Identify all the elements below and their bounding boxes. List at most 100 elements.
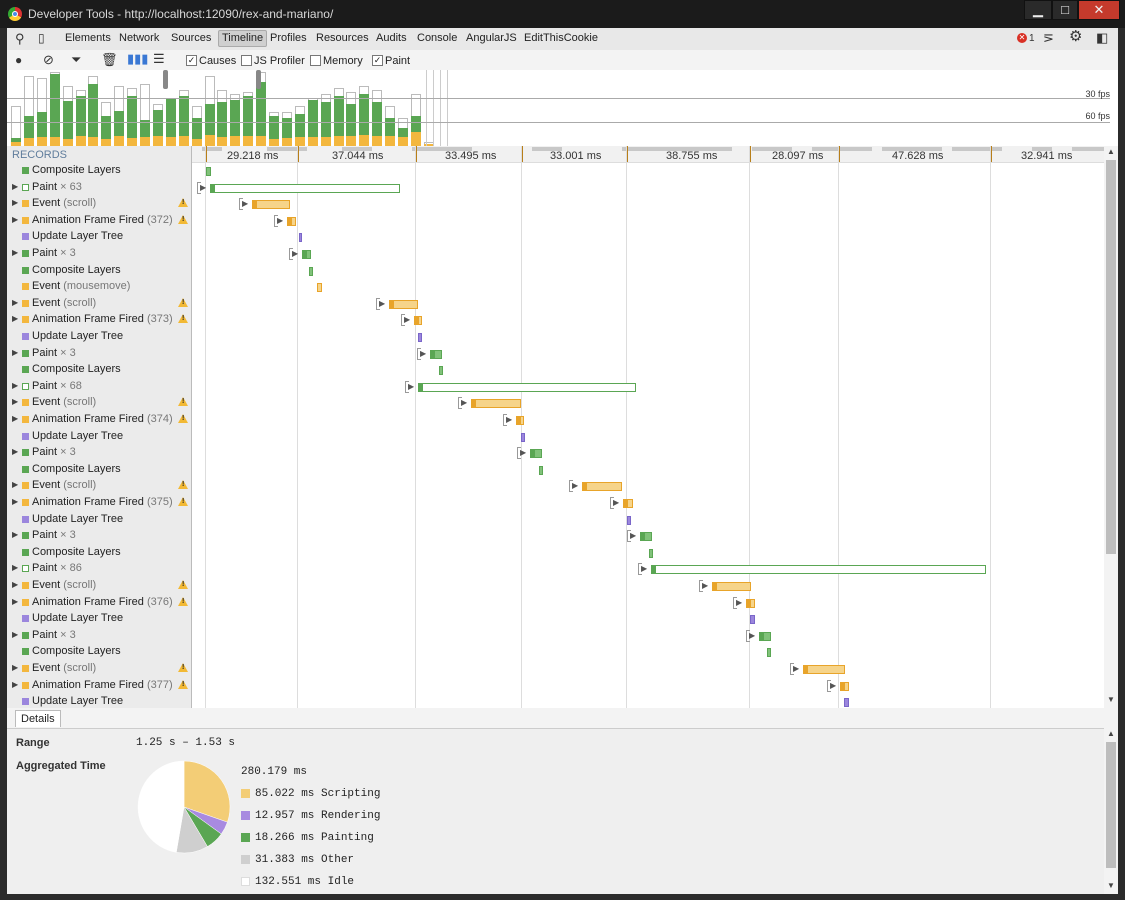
expand-triangle-icon[interactable]: ▶	[12, 480, 19, 490]
expand-arrow-icon[interactable]: ▶	[609, 497, 620, 509]
frame-bar[interactable]	[23, 70, 34, 146]
expand-triangle-icon[interactable]: ▶	[12, 497, 19, 506]
frame-bar[interactable]	[281, 70, 292, 146]
record-row[interactable]: ▶ Paint × 63	[7, 180, 191, 196]
frame-bar[interactable]	[49, 70, 60, 146]
warning-icon[interactable]	[178, 397, 188, 407]
timeline-event-bar[interactable]	[414, 316, 422, 326]
tab-sources[interactable]: Sources	[171, 32, 212, 44]
record-row[interactable]: Composite Layers	[7, 163, 191, 179]
timeline-event-bar[interactable]	[759, 631, 771, 641]
frame-bar[interactable]	[230, 70, 241, 146]
record-row[interactable]: Composite Layers	[7, 545, 191, 561]
expand-triangle-icon[interactable]: ▶	[12, 663, 19, 672]
record-row[interactable]: Composite Layers	[7, 462, 191, 478]
expand-triangle-icon[interactable]: ▶	[12, 214, 19, 224]
error-count[interactable]: 1	[1029, 33, 1035, 44]
tab-elements[interactable]: Elements	[65, 32, 111, 44]
expand-arrow-icon[interactable]: ▶	[400, 314, 411, 327]
expand-arrow-icon[interactable]: ▶	[196, 181, 207, 194]
expand-arrow-icon[interactable]: ▶	[568, 480, 579, 493]
records-scrollbar[interactable]: ▲ ▼	[1104, 146, 1118, 708]
record-row[interactable]: Composite Layers	[7, 263, 191, 279]
record-row[interactable]: ▶ Animation Frame Fired (377)	[7, 678, 191, 694]
frame-bar[interactable]	[36, 70, 47, 146]
frame-bar[interactable]	[127, 70, 138, 146]
frame-bar[interactable]	[243, 70, 254, 146]
expand-arrow-icon[interactable]: ▶	[826, 679, 837, 692]
expand-triangle-icon[interactable]: ▶	[12, 563, 19, 573]
warning-icon[interactable]	[178, 297, 188, 307]
warning-icon[interactable]	[178, 679, 188, 689]
record-row[interactable]: ▶ Animation Frame Fired (375)	[7, 495, 191, 511]
record-row[interactable]: ▶ Animation Frame Fired (372)	[7, 213, 191, 229]
timeline-area[interactable]: 29.218 ms 37.044 ms 33.495 ms 33.001 ms 38.7…	[192, 146, 1104, 708]
timeline-event-bar[interactable]	[840, 681, 849, 691]
expand-triangle-icon[interactable]: ▶	[12, 347, 19, 357]
timeline-event-bar[interactable]	[539, 465, 543, 475]
record-row[interactable]: ▶ Paint × 3	[7, 246, 191, 262]
expand-triangle-icon[interactable]: ▶	[12, 629, 19, 639]
expand-triangle-icon[interactable]: ▶	[12, 397, 19, 407]
frame-bar[interactable]	[204, 70, 215, 146]
maximize-button[interactable]: □	[1052, 0, 1078, 20]
clear-icon[interactable]: ⊘	[43, 52, 54, 67]
timeline-event-bar[interactable]	[206, 167, 211, 176]
timeline-event-bar[interactable]	[627, 515, 631, 525]
record-row[interactable]: ▶ Paint × 3	[7, 346, 191, 362]
events-view-icon[interactable]: ☰	[153, 51, 165, 66]
expand-triangle-icon[interactable]: ▶	[12, 679, 19, 689]
expand-triangle-icon[interactable]: ▶	[12, 414, 19, 423]
timeline-event-bar[interactable]	[767, 648, 771, 658]
scroll-up-icon[interactable]: ▲	[1107, 147, 1115, 156]
record-row[interactable]: Update Layer Tree	[7, 512, 191, 528]
tab-network[interactable]: Network	[119, 32, 160, 44]
frame-bar[interactable]	[152, 70, 163, 146]
warning-icon[interactable]	[178, 580, 188, 589]
expand-arrow-icon[interactable]: ▶	[288, 248, 299, 260]
warning-icon[interactable]	[178, 663, 188, 672]
tab-timeline[interactable]: Timeline	[218, 30, 268, 47]
error-icon[interactable]: ✕	[1017, 33, 1027, 43]
frame-bar[interactable]	[359, 70, 370, 146]
timeline-event-bar[interactable]	[210, 183, 400, 193]
expand-triangle-icon[interactable]: ▶	[12, 248, 19, 257]
frame-bar[interactable]	[256, 70, 267, 146]
warning-icon[interactable]	[178, 414, 188, 423]
record-icon[interactable]: ●	[15, 53, 23, 67]
expand-arrow-icon[interactable]: ▶	[416, 347, 427, 360]
timeline-event-bar[interactable]	[582, 482, 622, 492]
frame-bar[interactable]	[140, 70, 150, 146]
overview-right-handle[interactable]	[256, 70, 261, 89]
records-scroll-thumb[interactable]	[1106, 160, 1116, 554]
frame-bar[interactable]	[372, 70, 383, 146]
warning-icon[interactable]	[178, 596, 188, 606]
overview-left-handle[interactable]	[163, 70, 168, 89]
timeline-event-bar[interactable]	[516, 416, 524, 425]
record-row[interactable]: ▶ Event (scroll)	[7, 578, 191, 594]
settings-gear-icon[interactable]: ⚙	[1069, 28, 1083, 45]
timeline-event-bar[interactable]	[640, 532, 652, 542]
warning-icon[interactable]	[178, 314, 188, 324]
timeline-event-bar[interactable]	[439, 366, 443, 376]
expand-triangle-icon[interactable]: ▶	[12, 596, 19, 606]
timeline-event-bar[interactable]	[418, 382, 636, 392]
warning-icon[interactable]	[178, 214, 188, 224]
expand-arrow-icon[interactable]: ▶	[745, 629, 756, 642]
timeline-event-bar[interactable]	[252, 200, 290, 210]
expand-triangle-icon[interactable]: ▶	[12, 181, 19, 191]
frame-bar[interactable]	[191, 70, 202, 146]
record-row[interactable]: Update Layer Tree	[7, 611, 191, 627]
timeline-event-bar[interactable]	[521, 432, 525, 442]
record-row[interactable]: ▶ Event (scroll)	[7, 661, 191, 677]
record-row[interactable]: Update Layer Tree	[7, 694, 191, 710]
record-row[interactable]: ▶ Animation Frame Fired (373)	[7, 312, 191, 328]
expand-arrow-icon[interactable]: ▶	[238, 198, 249, 211]
timeline-event-bar[interactable]	[299, 233, 302, 243]
frame-bar[interactable]	[178, 70, 189, 146]
frames-view-icon[interactable]: ▮▮▮	[127, 51, 149, 66]
timeline-event-bar[interactable]	[530, 449, 542, 459]
frame-bar[interactable]	[385, 70, 396, 146]
expand-triangle-icon[interactable]: ▶	[12, 447, 19, 457]
expand-triangle-icon[interactable]: ▶	[12, 314, 19, 324]
